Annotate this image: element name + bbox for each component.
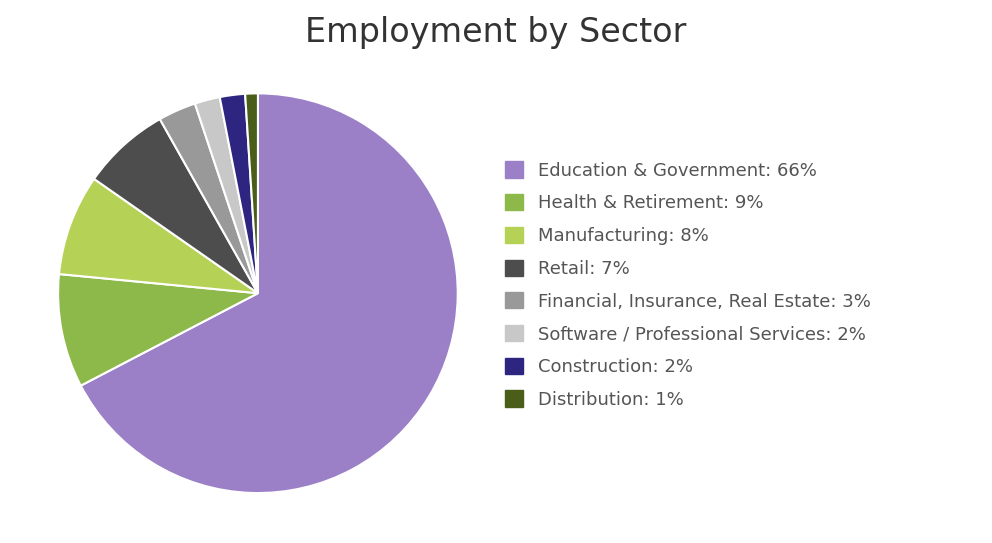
Wedge shape xyxy=(195,97,258,293)
Text: Employment by Sector: Employment by Sector xyxy=(306,16,686,49)
Wedge shape xyxy=(219,94,258,293)
Wedge shape xyxy=(245,93,258,293)
Wedge shape xyxy=(59,274,258,386)
Legend: Education & Government: 66%, Health & Retirement: 9%, Manufacturing: 8%, Retail:: Education & Government: 66%, Health & Re… xyxy=(505,161,870,409)
Wedge shape xyxy=(160,104,258,293)
Wedge shape xyxy=(59,179,258,293)
Wedge shape xyxy=(94,119,258,293)
Wedge shape xyxy=(80,93,457,493)
